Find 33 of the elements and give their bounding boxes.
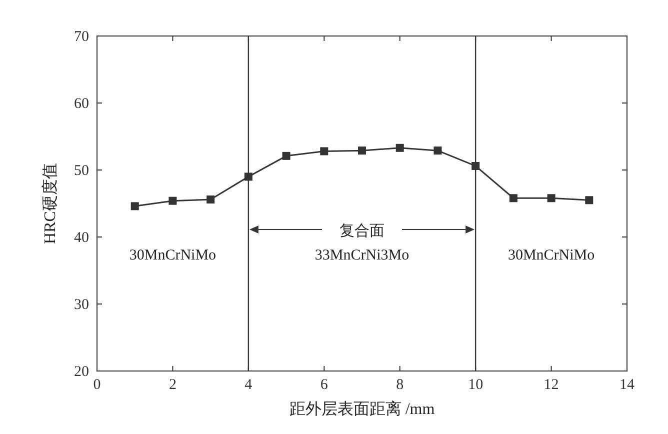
x-tick-label: 12 bbox=[544, 377, 559, 393]
annotation: 30MnCrNiMo bbox=[129, 248, 216, 264]
x-tick-label: 4 bbox=[244, 377, 253, 393]
y-tick-label: 50 bbox=[74, 163, 89, 179]
point bbox=[282, 152, 290, 160]
point bbox=[168, 196, 177, 205]
x-tick-label: 0 bbox=[93, 377, 101, 393]
y-tick-label: 30 bbox=[74, 297, 89, 313]
annotation: 30MnCrNiMo bbox=[508, 248, 595, 264]
point bbox=[358, 146, 366, 155]
y-tick-label: 20 bbox=[74, 364, 89, 380]
point bbox=[434, 146, 442, 155]
point bbox=[396, 144, 404, 152]
y-axis-title: HRC硬度值 bbox=[41, 163, 59, 244]
y-tick-label: 40 bbox=[74, 230, 89, 246]
x-tick-label: 2 bbox=[168, 377, 176, 393]
annotation: 33MnCrNi3Mo bbox=[314, 248, 410, 264]
x-axis-title: 距外层表面距离 /mm bbox=[289, 400, 436, 418]
point bbox=[244, 172, 252, 181]
point bbox=[130, 202, 139, 210]
point bbox=[509, 194, 518, 202]
annotation: 复合面 bbox=[340, 222, 384, 240]
x-tick-label: 14 bbox=[620, 377, 635, 393]
point bbox=[547, 194, 556, 202]
y-tick-label: 70 bbox=[74, 29, 89, 45]
x-tick-label: 6 bbox=[320, 377, 328, 393]
y-tick-label: 60 bbox=[74, 96, 89, 112]
point bbox=[472, 162, 480, 170]
x-tick-label: 10 bbox=[468, 377, 484, 393]
point bbox=[585, 196, 594, 204]
x-tick-label: 8 bbox=[396, 377, 404, 393]
point bbox=[206, 195, 215, 204]
point bbox=[320, 147, 328, 156]
